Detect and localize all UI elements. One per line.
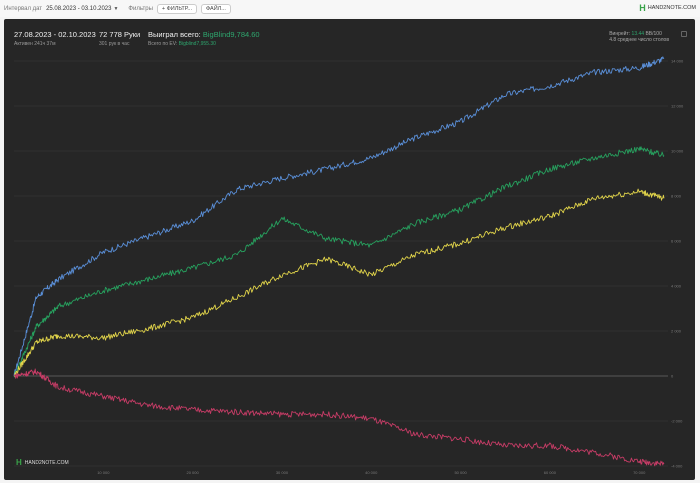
date-interval-label: Интервал дат	[4, 5, 43, 12]
chart-brand-logo: H HAND2NOTE.COM	[16, 458, 69, 467]
chevron-down-icon[interactable]: ▼	[113, 5, 119, 12]
period-block: 27.08.2023 - 02.10.2023 Активен 241ч 37м	[14, 30, 96, 47]
y-tick-label: 10 000	[671, 149, 684, 154]
results-panel: 14 000 12 000 10 000 8 000 6 000 4 000 2 000 0 -…	[4, 19, 695, 480]
y-tick-label: 8 000	[671, 194, 682, 199]
hands-per-hour: 301 рук в час	[99, 41, 130, 47]
series-line	[13, 56, 665, 377]
hand2note-logo-icon: H	[16, 458, 22, 467]
chart-brand-text: HAND2NOTE.COM	[24, 459, 69, 466]
x-tick-label: 50 000	[454, 470, 467, 475]
x-tick-label: 10 000	[97, 470, 110, 475]
ev-value: Bigblind7,955.30	[178, 41, 216, 47]
date-range-select[interactable]: 25.08.2023 - 03.10.2023	[46, 5, 112, 12]
y-tick-label: 14 000	[671, 59, 684, 64]
x-tick-label: 20 000	[187, 470, 200, 475]
active-time: Активен 241ч 37м	[14, 41, 56, 47]
y-tick-label: 12 000	[671, 104, 684, 109]
tables-count: 4.8 среднее число столов	[609, 37, 669, 43]
y-tick-label: -4 000	[671, 464, 683, 469]
period-text: 27.08.2023 - 02.10.2023	[14, 30, 96, 39]
hand2note-logo-icon: H	[639, 3, 646, 13]
file-button[interactable]: ФАЙЛ...	[201, 3, 231, 14]
brand-logo: H HAND2NOTE.COM	[639, 3, 696, 13]
y-tick-label: 2 000	[671, 329, 682, 334]
y-tick-label: 4 000	[671, 284, 682, 289]
toolbar: Интервал дат 25.08.2023 - 03.10.2023 ▼ Ф…	[0, 0, 700, 17]
x-tick-label: 40 000	[365, 470, 378, 475]
y-tick-label: -2 000	[671, 419, 683, 424]
y-tick-label: 0	[671, 374, 674, 379]
winrate-label: Винрейт:	[609, 31, 631, 37]
winrate-value: 13.44	[631, 31, 645, 37]
won-block: Выиграл всего: BigBlind9,784.60 Всего по…	[148, 30, 260, 47]
x-tick-label: 30 000	[276, 470, 289, 475]
won-value: BigBlind9,784.60	[202, 30, 260, 39]
expand-icon[interactable]	[681, 31, 687, 37]
winrate-block: Винрейт: 13.44 BB/100 4.8 среднее число …	[609, 31, 669, 43]
y-tick-label: 6 000	[671, 239, 682, 244]
winnings-chart: 14 000 12 000 10 000 8 000 6 000 4 000 2 000 0 -…	[13, 56, 684, 475]
series-line	[13, 368, 665, 467]
x-tick-label: 60 000	[544, 470, 557, 475]
x-tick-label: 70 000	[633, 470, 646, 475]
ev-label: Всего по EV:	[148, 41, 178, 47]
hands-count: 72 778 Руки	[99, 30, 141, 39]
add-filter-button[interactable]: + ФИЛЬТР...	[156, 3, 197, 14]
filters-label: Фильтры	[128, 5, 153, 12]
series-line	[13, 146, 665, 378]
winrate-unit: BB/100	[645, 31, 662, 37]
brand-text: HAND2NOTE.COM	[647, 5, 696, 11]
series-line	[14, 188, 665, 377]
hands-block: 72 778 Руки 301 рук в час	[99, 30, 140, 47]
won-label: Выиграл всего:	[148, 30, 201, 39]
